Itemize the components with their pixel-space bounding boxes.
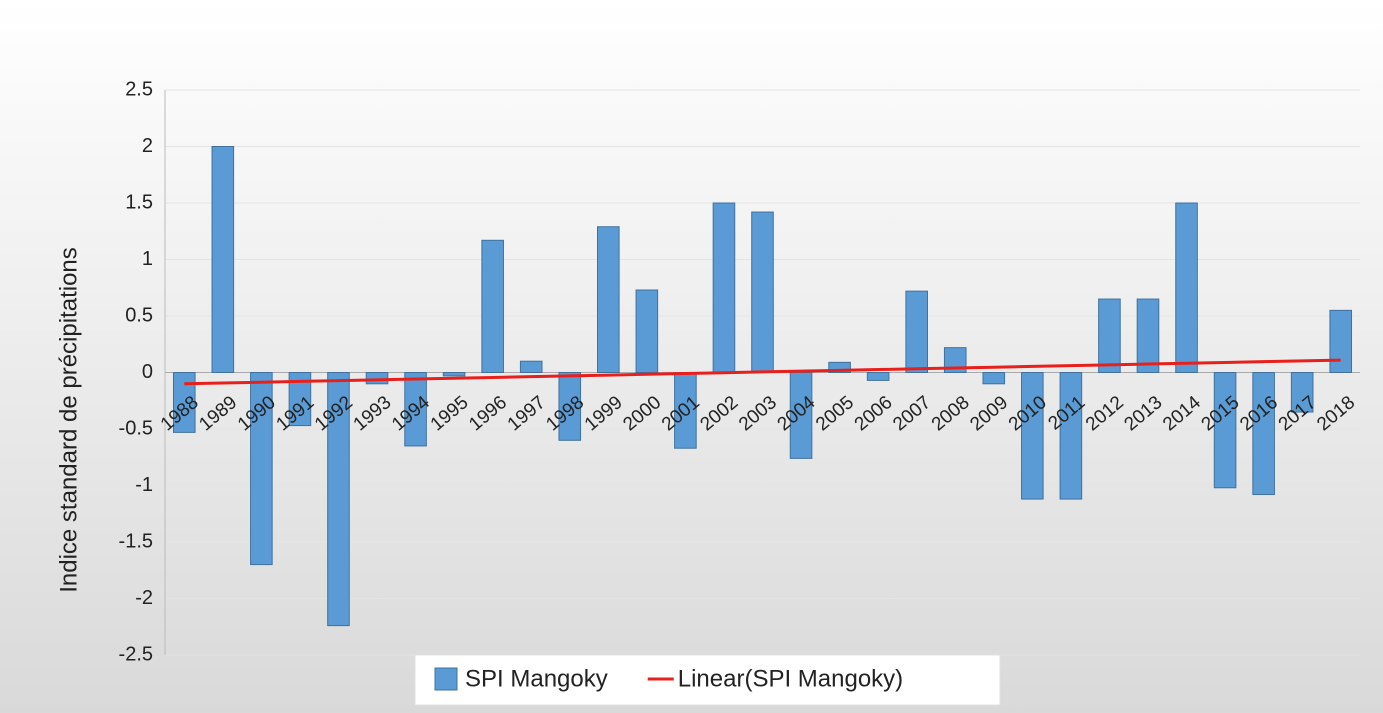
legend-label: SPI Mangoky bbox=[465, 665, 608, 692]
bar bbox=[828, 361, 851, 373]
bar bbox=[597, 226, 620, 373]
y-tick-label: -1 bbox=[135, 474, 153, 496]
bar bbox=[635, 289, 659, 374]
y-tick-label: 1.5 bbox=[125, 191, 153, 213]
y-tick-label: -2.5 bbox=[119, 643, 153, 665]
bar bbox=[1290, 372, 1314, 413]
bar bbox=[1098, 298, 1121, 373]
y-tick-label: 1 bbox=[142, 248, 153, 270]
y-tick-label: 0 bbox=[142, 361, 153, 383]
bar bbox=[558, 372, 582, 441]
y-tick-label: -1.5 bbox=[119, 530, 153, 552]
bar bbox=[712, 202, 736, 373]
bar bbox=[211, 146, 235, 373]
trend-line bbox=[184, 358, 1341, 386]
bar bbox=[365, 372, 389, 385]
bar bbox=[288, 372, 312, 427]
bar bbox=[866, 372, 890, 381]
bar bbox=[1059, 372, 1083, 500]
bar bbox=[1136, 298, 1160, 373]
bar bbox=[1021, 372, 1044, 500]
legend-swatch bbox=[434, 667, 458, 691]
bar bbox=[481, 239, 504, 373]
y-tick-label: -2 bbox=[135, 587, 153, 609]
y-axis-label: Indice standard de précipitations bbox=[55, 247, 82, 593]
y-tick-label: -0.5 bbox=[119, 417, 153, 439]
bar bbox=[751, 211, 774, 373]
bar bbox=[905, 290, 928, 374]
bar bbox=[442, 372, 466, 377]
bar bbox=[1252, 372, 1275, 496]
y-tick-label: 2.5 bbox=[125, 78, 153, 100]
bar bbox=[1213, 372, 1237, 489]
bar bbox=[982, 372, 1006, 385]
bar bbox=[250, 372, 273, 566]
legend-box bbox=[414, 654, 1001, 706]
y-tick-label: 2 bbox=[142, 135, 153, 157]
bar bbox=[172, 372, 196, 433]
bar bbox=[1175, 202, 1198, 373]
bar bbox=[943, 347, 967, 374]
y-tick-label: 0.5 bbox=[125, 304, 153, 326]
bar bbox=[1329, 309, 1353, 374]
bar bbox=[519, 360, 543, 374]
bar bbox=[327, 372, 350, 627]
bar bbox=[404, 372, 427, 447]
legend-label: Linear(SPI Mangoky) bbox=[678, 665, 903, 692]
